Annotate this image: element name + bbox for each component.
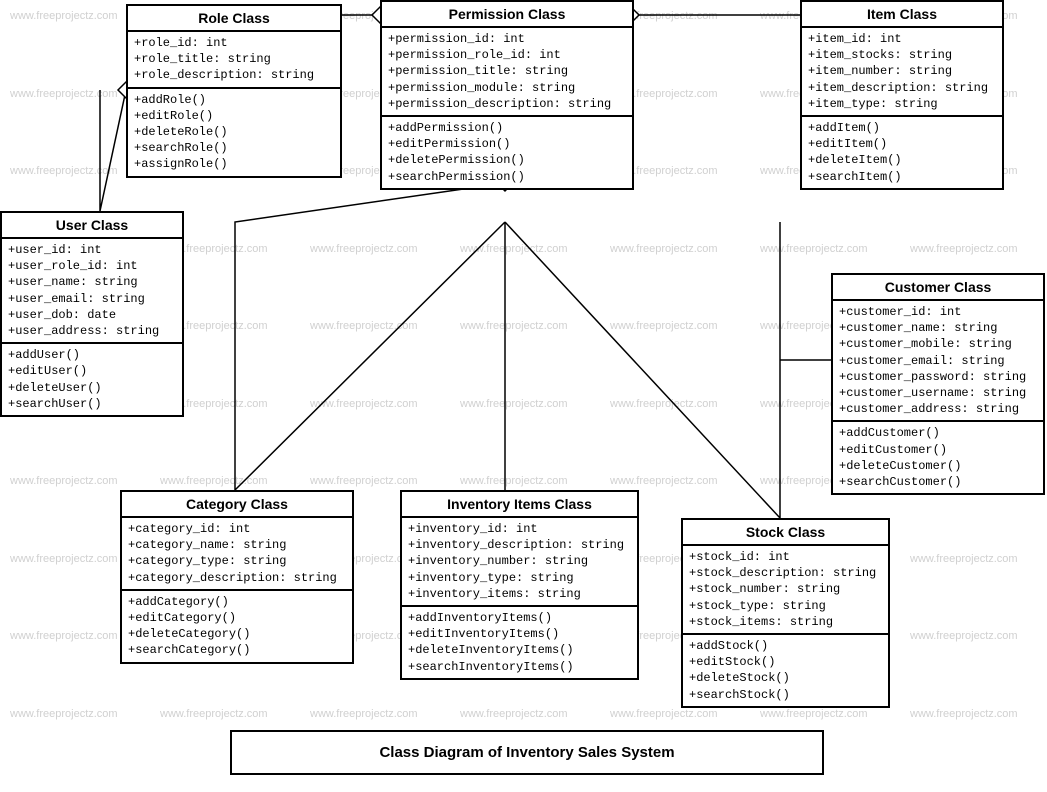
class-title: Stock Class <box>683 520 888 546</box>
class-customer: Customer Class +customer_id: int+custome… <box>831 273 1045 495</box>
class-attributes: +role_id: int+role_title: string+role_de… <box>128 32 340 89</box>
class-title: Item Class <box>802 2 1002 28</box>
class-methods: +addPermission()+editPermission()+delete… <box>382 117 632 188</box>
class-methods: +addCustomer()+editCustomer()+deleteCust… <box>833 422 1043 493</box>
class-methods: +addInventoryItems()+editInventoryItems(… <box>402 607 637 678</box>
class-inventory-items: Inventory Items Class +inventory_id: int… <box>400 490 639 680</box>
class-methods: +addItem()+editItem()+deleteItem()+searc… <box>802 117 1002 188</box>
class-attributes: +user_id: int+user_role_id: int+user_nam… <box>2 239 182 344</box>
class-attributes: +item_id: int+item_stocks: string+item_n… <box>802 28 1002 117</box>
class-title: Customer Class <box>833 275 1043 301</box>
class-attributes: +category_id: int+category_name: string+… <box>122 518 352 591</box>
class-title: User Class <box>2 213 182 239</box>
class-title: Role Class <box>128 6 340 32</box>
class-title: Category Class <box>122 492 352 518</box>
class-role: Role Class +role_id: int+role_title: str… <box>126 4 342 178</box>
class-methods: +addRole()+editRole()+deleteRole()+searc… <box>128 89 340 176</box>
class-attributes: +customer_id: int+customer_name: string+… <box>833 301 1043 422</box>
class-attributes: +inventory_id: int+inventory_description… <box>402 518 637 607</box>
class-methods: +addUser()+editUser()+deleteUser()+searc… <box>2 344 182 415</box>
class-category: Category Class +category_id: int+categor… <box>120 490 354 664</box>
class-permission: Permission Class +permission_id: int+per… <box>380 0 634 190</box>
class-methods: +addCategory()+editCategory()+deleteCate… <box>122 591 352 662</box>
class-stock: Stock Class +stock_id: int+stock_descrip… <box>681 518 890 708</box>
class-user: User Class +user_id: int+user_role_id: i… <box>0 211 184 417</box>
class-title: Inventory Items Class <box>402 492 637 518</box>
diagram-title: Class Diagram of Inventory Sales System <box>230 730 824 775</box>
class-attributes: +stock_id: int+stock_description: string… <box>683 546 888 635</box>
class-methods: +addStock()+editStock()+deleteStock()+se… <box>683 635 888 706</box>
class-item: Item Class +item_id: int+item_stocks: st… <box>800 0 1004 190</box>
class-title: Permission Class <box>382 2 632 28</box>
class-attributes: +permission_id: int+permission_role_id: … <box>382 28 632 117</box>
